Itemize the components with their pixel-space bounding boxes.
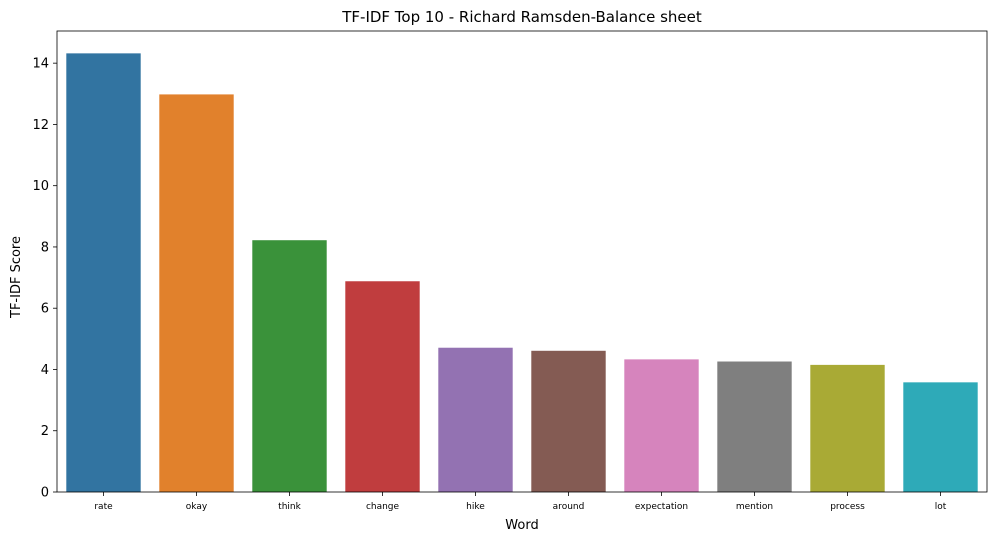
bar-think <box>252 240 327 492</box>
chart-title: TF-IDF Top 10 - Richard Ramsden-Balance … <box>341 8 702 26</box>
x-tick-label-change: change <box>366 502 400 512</box>
y-axis: 0 2 4 6 8 10 12 14 <box>32 57 57 501</box>
x-tick-label-around: around <box>553 502 585 512</box>
y-tick-label: 2 <box>41 424 49 439</box>
y-tick-label: 0 <box>41 486 49 501</box>
y-tick-label: 10 <box>32 179 49 194</box>
y-tick-label: 6 <box>41 302 49 317</box>
y-tick-label: 4 <box>41 363 49 378</box>
bar-lot <box>903 382 978 492</box>
y-tick-label: 14 <box>32 57 49 72</box>
y-axis-label: TF-IDF Score <box>9 236 24 319</box>
bar-okay <box>159 94 234 492</box>
x-tick-label-rate: rate <box>94 502 113 512</box>
x-tick-label-process: process <box>830 502 865 512</box>
bar-hike <box>438 347 513 492</box>
x-tick-label-mention: mention <box>736 502 773 512</box>
y-tick-label: 12 <box>32 118 49 133</box>
x-tick-label-lot: lot <box>935 502 947 512</box>
bar-around <box>531 350 606 492</box>
bar-change <box>345 281 420 492</box>
plot-frame <box>56 30 988 493</box>
x-tick-label-okay: okay <box>186 502 208 512</box>
x-axis-label: Word <box>505 518 538 533</box>
bar-process <box>810 364 885 492</box>
bar-expectation <box>624 359 699 492</box>
x-tick-label-hike: hike <box>466 502 485 512</box>
x-tick-label-think: think <box>278 502 301 512</box>
bar-rate <box>66 53 141 492</box>
bar-mention <box>717 361 792 492</box>
x-axis: rate okay think change hike around expectation… <box>94 492 947 512</box>
y-tick-label: 8 <box>41 240 49 255</box>
x-tick-label-expectation: expectation <box>635 502 688 512</box>
plot-area <box>66 53 978 492</box>
